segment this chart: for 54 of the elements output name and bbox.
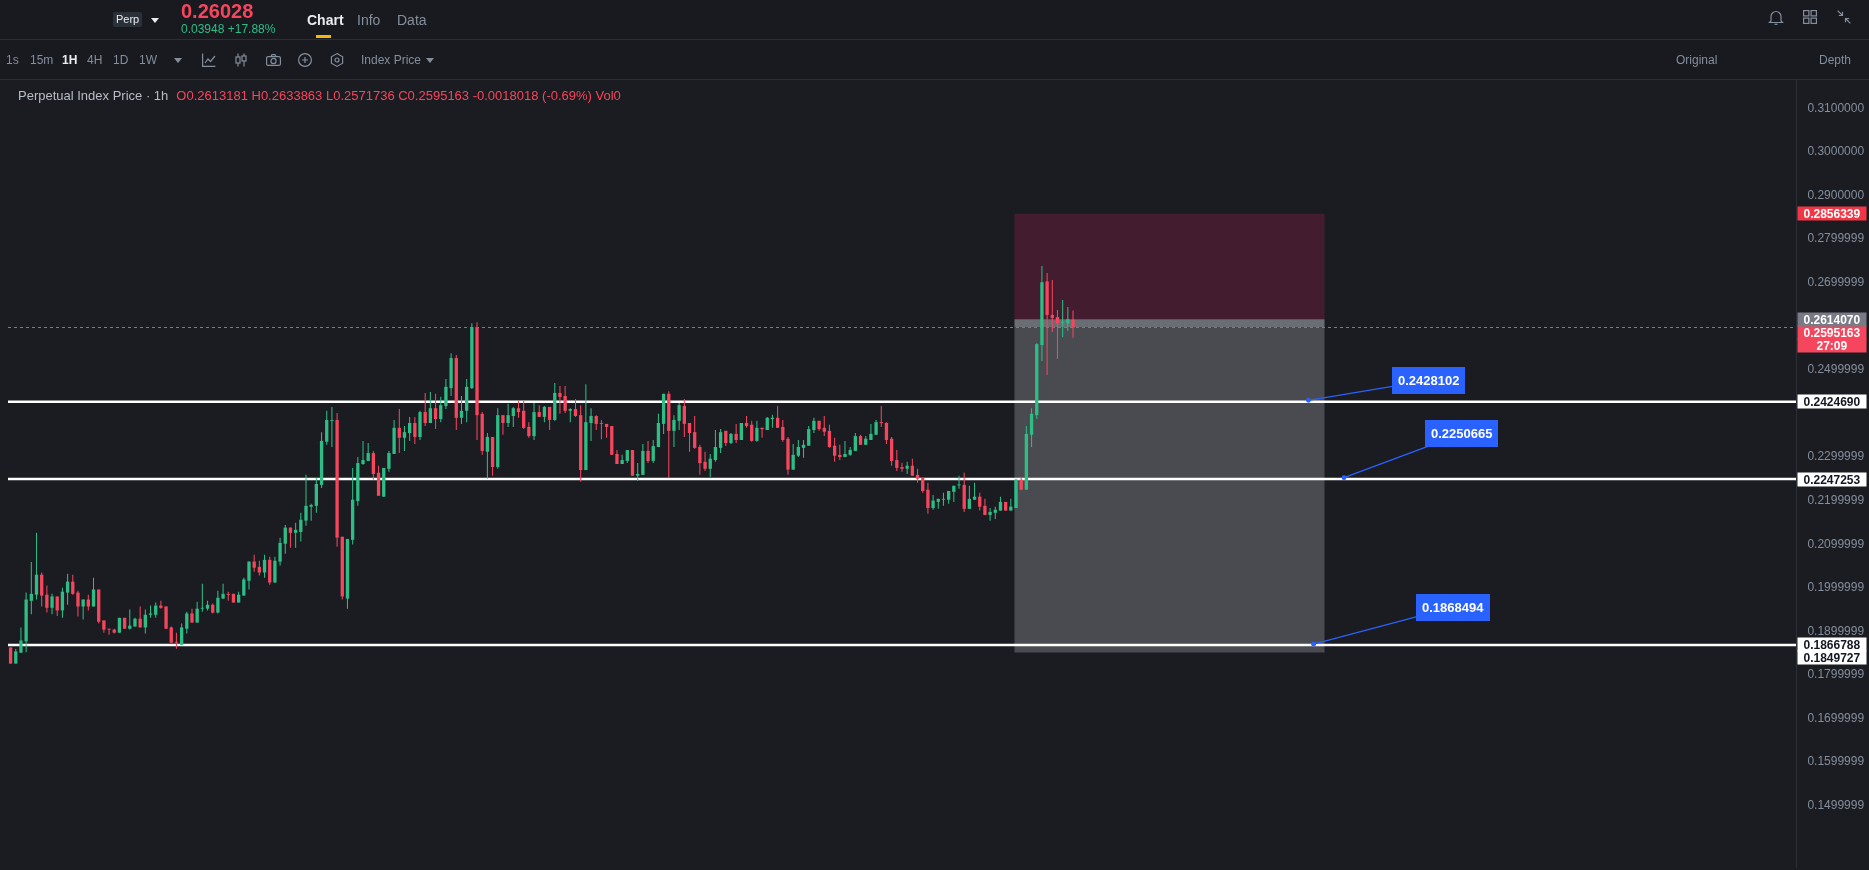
y-tick-label: 0.2499999 [1807,362,1865,377]
text: 0.2614070 [1803,312,1861,327]
y-tick-label: 0.3000000 [1807,144,1865,159]
text: Original [1676,53,1718,67]
text: 4H [87,53,103,67]
text: Perp [113,12,143,27]
y-tick-label: 0.1499999 [1807,798,1865,812]
text: Data [397,12,427,28]
candlestick [304,474,308,526]
text: 15m [30,53,54,67]
candlestick [599,419,604,440]
ref-line-label: 0.2424690 [1803,394,1861,409]
candlestick [200,583,205,612]
text: 0.26028 [181,0,254,23]
y-tick-label: 0.2699999 [1807,274,1865,289]
text: O0.2613181 H0.2633863 L0.2571736 C0.2595163 -0.0018018 (-0.69%) Vol0 [176,88,621,103]
ref-line-label: 0.2247253 [1803,472,1861,487]
text: 0.2856339 [1803,206,1861,221]
text: 27:09 [1816,338,1848,353]
y-tick-label: 0.1799999 [1807,667,1865,682]
candlestick [843,440,847,457]
text: Depth [1819,53,1852,67]
candlestick [1061,300,1065,338]
text: 1s [6,53,19,67]
y-tick-label: 0.2799999 [1807,231,1865,246]
y-tick-label: 0.2099999 [1807,536,1865,551]
y-tick-label: 0.2199999 [1807,492,1865,507]
text: Index Price [361,53,422,67]
y-tick-label: 0.3100000 [1807,100,1865,115]
y-tick-label: 0.2900000 [1807,187,1865,202]
text: 1H [62,53,78,67]
y-tick-label: 0.1999999 [1807,580,1865,595]
text: 1D [113,53,129,67]
y-tick-label: 0.1899999 [1807,623,1865,638]
candlestick [330,406,334,447]
y-tick-label: 0.2299999 [1807,449,1865,464]
annotation: 0.2250665 [1431,426,1493,441]
y-tick-label: 0.1699999 [1807,710,1865,725]
ref-line-label: 0.1866788 [1803,637,1861,652]
text: Perpetual Index Price · 1h [18,88,169,103]
annotation: 0.1868494 [1422,600,1485,615]
text: Info [357,12,381,28]
candlestick [900,462,904,472]
text: 0.1849727 [1803,650,1861,665]
candlestick [879,406,883,427]
candlestick [957,475,961,489]
candlestick [361,440,365,465]
text: 1W [139,53,157,67]
text: 0.03948 +17.88% [181,22,276,36]
text: Chart [307,12,344,28]
ref-line-label: 0.2595163 [1803,325,1861,340]
candlestick [760,427,764,438]
y-tick-label: 0.1599999 [1807,754,1865,769]
annotation: 0.2428102 [1398,373,1460,388]
